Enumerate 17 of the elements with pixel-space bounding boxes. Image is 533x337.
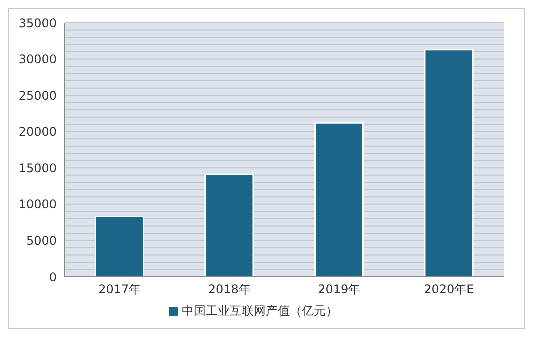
x-tick-label: 2018年 xyxy=(208,282,251,297)
bar xyxy=(314,122,364,277)
x-tick-label: 2019年 xyxy=(318,282,361,297)
bar xyxy=(424,49,474,277)
legend-label: 中国工业互联网产值（亿元） xyxy=(182,304,338,318)
y-tick-label: 25000 xyxy=(18,88,57,103)
y-tick-label: 15000 xyxy=(18,161,57,176)
y-tick-label: 35000 xyxy=(18,16,57,30)
y-tick-label: 30000 xyxy=(18,52,57,67)
y-tick-label: 5000 xyxy=(26,234,57,248)
y-tick-label: 20000 xyxy=(18,125,57,140)
y-tick-label: 0 xyxy=(49,270,57,284)
x-tick-label: 2020年E xyxy=(424,282,474,297)
bar xyxy=(94,216,144,277)
bar xyxy=(204,174,254,277)
x-tick-label: 2017年 xyxy=(98,282,142,297)
y-tick-label: 10000 xyxy=(18,198,57,212)
